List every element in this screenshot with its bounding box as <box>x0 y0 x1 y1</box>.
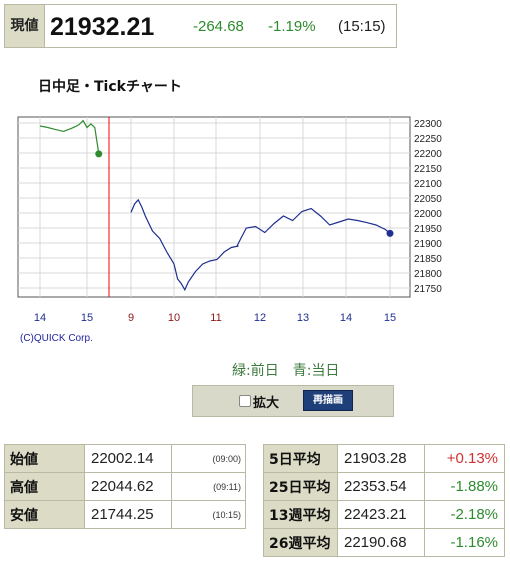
y-tick-label: 21850 <box>414 254 442 265</box>
zoom-checkbox[interactable] <box>239 395 251 407</box>
table-row: 5日平均 21903.28 +0.13% <box>263 444 505 473</box>
intraday-chart: 22300 22250 22200 22150 22100 22050 22000 21950… <box>17 116 442 324</box>
table-row: 安値 21744.25 (10:15) <box>4 500 246 529</box>
zoom-label: 拡大 <box>253 396 280 411</box>
low-label: 安値 <box>4 500 85 529</box>
today-line <box>130 198 391 292</box>
price-time: (15:15) <box>338 18 386 35</box>
chart-title: 日中足・Tickチャート <box>38 79 182 95</box>
y-tick-label: 21950 <box>414 224 442 235</box>
ma-value: 22423.21 <box>337 500 425 529</box>
ma-value: 22190.68 <box>337 528 425 557</box>
x-tick-label: 9 <box>128 312 134 324</box>
redraw-button[interactable]: 再描画 <box>303 390 353 411</box>
ma-change: +0.13% <box>424 444 505 473</box>
ma-label: 13週平均 <box>263 500 338 529</box>
ma-value: 22353.54 <box>337 472 425 501</box>
y-tick-label: 22150 <box>414 164 442 175</box>
y-tick-label: 22300 <box>414 119 442 130</box>
ma-value: 21903.28 <box>337 444 425 473</box>
price-header: 現値 21932.21 -264.68 -1.19% (15:15) <box>4 4 397 48</box>
x-tick-label: 14 <box>34 312 46 324</box>
current-price-point <box>386 229 394 237</box>
y-tick-label: 22200 <box>414 149 442 160</box>
y-tick-label: 22100 <box>414 179 442 190</box>
table-row: 26週平均 22190.68 -1.16% <box>263 528 505 557</box>
y-tick-label: 22050 <box>414 194 442 205</box>
prev-close-point <box>95 150 103 158</box>
ma-label: 25日平均 <box>263 472 338 501</box>
x-tick-label: 12 <box>254 312 266 324</box>
current-price: 21932.21 <box>50 13 155 41</box>
moving-average-table: 5日平均 21903.28 +0.13% 25日平均 22353.54 -1.8… <box>263 444 505 557</box>
y-tick-label: 21900 <box>414 239 442 250</box>
low-time: (10:15) <box>171 500 246 529</box>
open-value: 22002.14 <box>84 444 172 473</box>
ohl-table: 始値 22002.14 (09:00) 高値 22044.62 (09:11) … <box>4 444 246 529</box>
table-row: 13週平均 22423.21 -2.18% <box>263 500 505 529</box>
open-label: 始値 <box>4 444 85 473</box>
x-tick-label: 15 <box>81 312 93 324</box>
plot-frame <box>17 116 411 298</box>
price-change: -264.68 <box>193 18 244 35</box>
low-value: 21744.25 <box>84 500 172 529</box>
y-tick-label: 21800 <box>414 269 442 280</box>
high-value: 22044.62 <box>84 472 172 501</box>
ma-change: -2.18% <box>424 500 505 529</box>
high-time: (09:11) <box>171 472 246 501</box>
table-row: 25日平均 22353.54 -1.88% <box>263 472 505 501</box>
ma-label: 5日平均 <box>263 444 338 473</box>
x-tick-label: 11 <box>210 312 221 324</box>
ma-change: -1.16% <box>424 528 505 557</box>
legend-today: 青:当日 <box>292 363 340 379</box>
prev-day-line <box>39 119 100 154</box>
chart-legend: 緑:前日 青:当日 <box>232 360 339 380</box>
price-label: 現値 <box>5 5 45 47</box>
y-tick-label: 22000 <box>414 209 442 220</box>
table-row: 高値 22044.62 (09:11) <box>4 472 246 501</box>
table-row: 始値 22002.14 (09:00) <box>4 444 246 473</box>
price-change-percent: -1.19% <box>268 18 316 35</box>
open-time: (09:00) <box>171 444 246 473</box>
zoom-bar: 拡大 再描画 <box>192 385 394 417</box>
copyright: (C)QUICK Corp. <box>20 333 93 344</box>
y-tick-label: 22250 <box>414 134 442 145</box>
ma-change: -1.88% <box>424 472 505 501</box>
ma-label: 26週平均 <box>263 528 338 557</box>
high-label: 高値 <box>4 472 85 501</box>
x-tick-label: 14 <box>340 312 352 324</box>
x-tick-label: 15 <box>384 312 396 324</box>
x-tick-label: 10 <box>168 312 180 324</box>
x-tick-label: 13 <box>297 312 309 324</box>
y-tick-label: 21750 <box>414 284 442 295</box>
legend-prev-day: 緑:前日 <box>232 363 279 379</box>
